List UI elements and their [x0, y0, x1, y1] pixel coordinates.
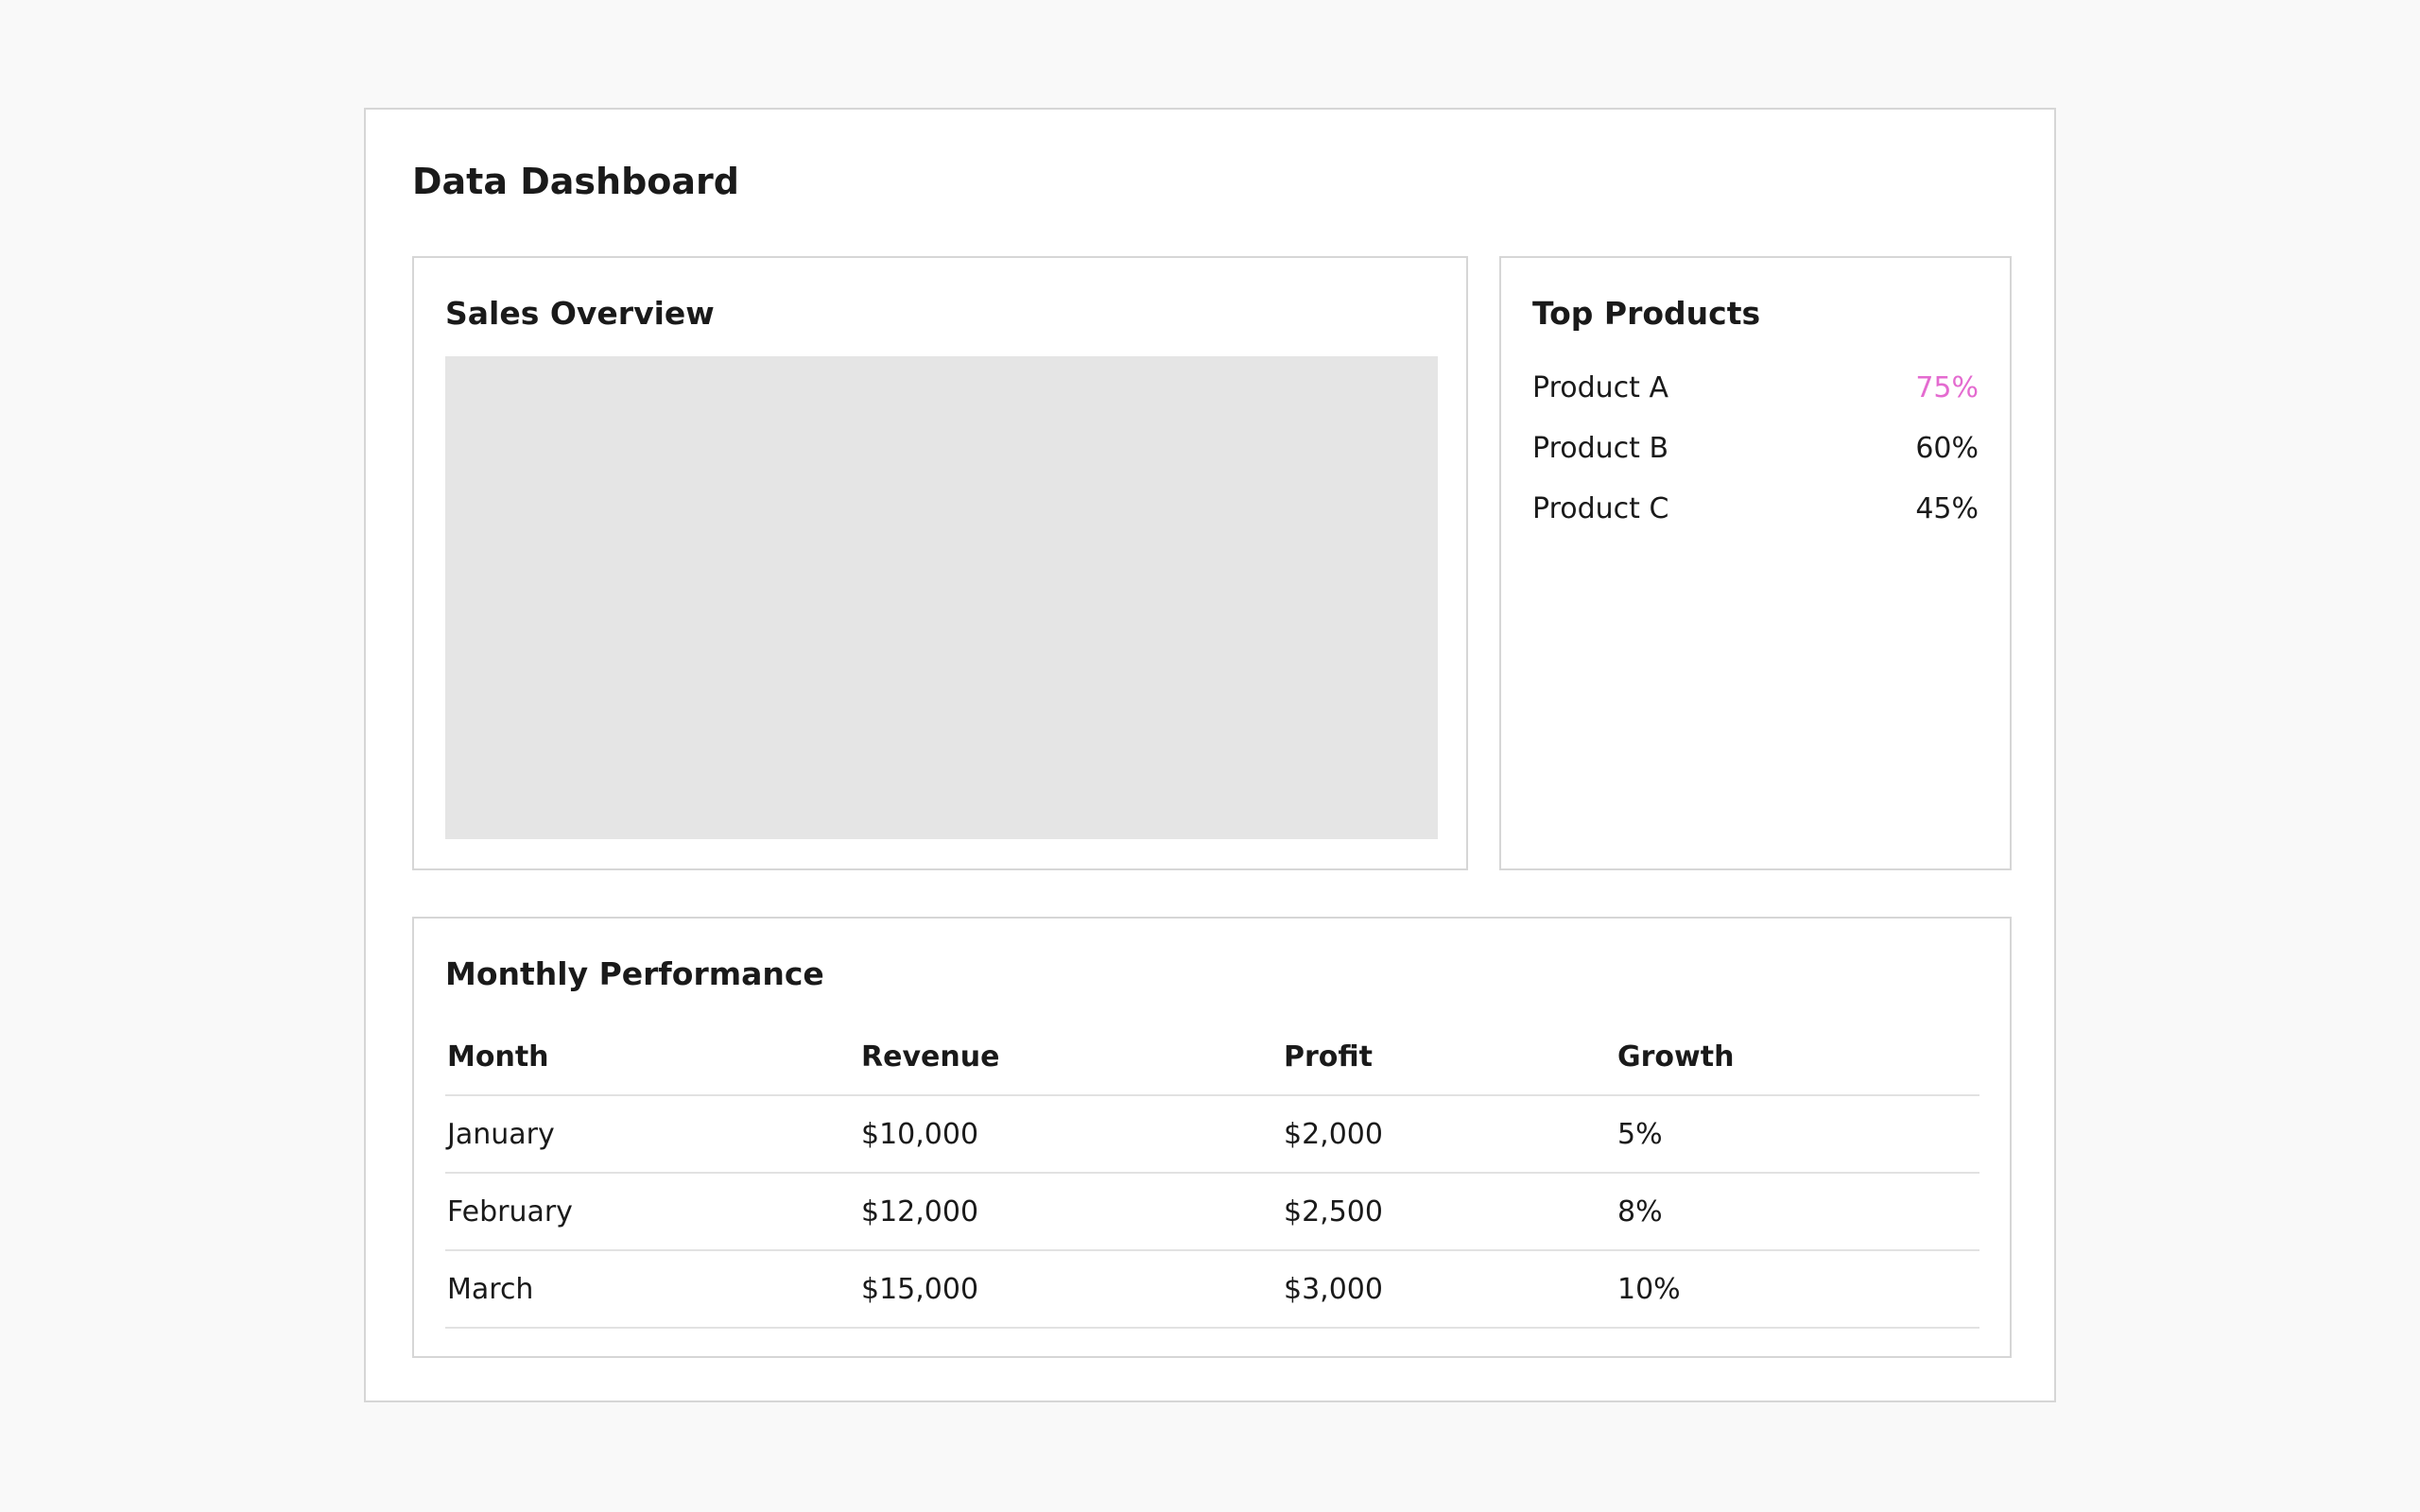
dashboard-card: Data Dashboard Sales Overview Top Produc… — [364, 108, 2056, 1402]
table-cell: $2,000 — [1282, 1095, 1616, 1174]
performance-table: Month Revenue Profit Growth January $10,000 $… — [445, 1019, 1979, 1329]
product-row: Product C 45% — [1532, 490, 1979, 527]
product-value: 60% — [1915, 431, 1979, 465]
table-cell: $10,000 — [859, 1095, 1282, 1174]
table-cell: $3,000 — [1282, 1250, 1616, 1329]
table-cell: January — [445, 1095, 859, 1174]
product-row: Product B 60% — [1532, 429, 1979, 467]
panel-title: Sales Overview — [445, 295, 715, 332]
panel-title: Top Products — [1532, 295, 1761, 332]
column-header: Profit — [1282, 1019, 1616, 1096]
table-cell: 10% — [1616, 1250, 1979, 1329]
sales-panel: Sales Overview — [412, 256, 1468, 870]
table-cell: $15,000 — [859, 1250, 1282, 1329]
product-name: Product A — [1532, 370, 1668, 404]
column-header: Growth — [1616, 1019, 1979, 1096]
table-row: March $15,000 $3,000 10% — [445, 1250, 1979, 1329]
products-panel: Top Products Product A 75% Product B 60% Pro… — [1499, 256, 2012, 870]
table-row: February $12,000 $2,500 8% — [445, 1173, 1979, 1251]
table-cell: March — [445, 1250, 859, 1329]
product-name: Product B — [1532, 431, 1669, 465]
table-row: January $10,000 $2,000 5% — [445, 1095, 1979, 1174]
table-cell: $12,000 — [859, 1173, 1282, 1251]
header-row: Month Revenue Profit Growth — [445, 1019, 1979, 1096]
panel-title: Monthly Performance — [445, 955, 824, 992]
chart-placeholder — [445, 356, 1438, 839]
table-cell: February — [445, 1173, 859, 1251]
table-cell: 5% — [1616, 1095, 1979, 1174]
column-header: Month — [445, 1019, 859, 1096]
product-row: Product A 75% — [1532, 369, 1979, 406]
page-title: Data Dashboard — [412, 161, 739, 202]
table-cell: $2,500 — [1282, 1173, 1616, 1251]
product-name: Product C — [1532, 491, 1669, 525]
product-value: 45% — [1915, 491, 1979, 525]
monthly-panel: Monthly Performance Month Revenue Profit Gr… — [412, 917, 2012, 1358]
table-cell: 8% — [1616, 1173, 1979, 1251]
column-header: Revenue — [859, 1019, 1282, 1096]
product-value: 75% — [1915, 370, 1979, 404]
table-body: January $10,000 $2,000 5% February $12,000 $2,… — [445, 1095, 1979, 1329]
